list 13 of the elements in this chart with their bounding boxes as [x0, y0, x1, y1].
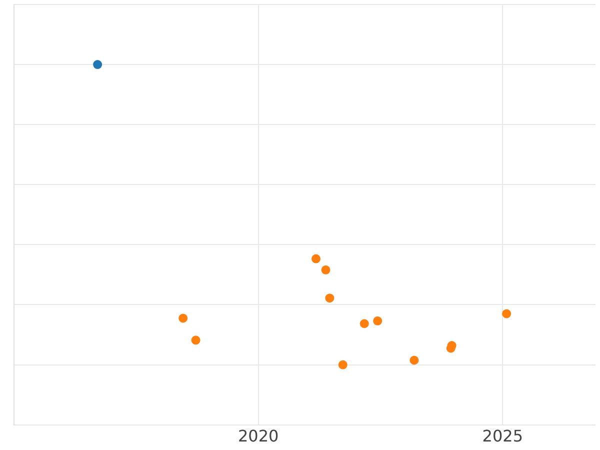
- point: [321, 265, 330, 274]
- point: [325, 294, 334, 303]
- point: [373, 316, 382, 326]
- point: [338, 360, 348, 370]
- point: [191, 336, 200, 345]
- point: [93, 60, 102, 70]
- point: [311, 254, 320, 264]
- point: [410, 356, 419, 365]
- point: [360, 319, 369, 328]
- x-tick-label: 2025: [482, 426, 524, 446]
- point: [178, 314, 188, 323]
- x-tick-label: 2020: [238, 426, 279, 446]
- point: [502, 309, 512, 318]
